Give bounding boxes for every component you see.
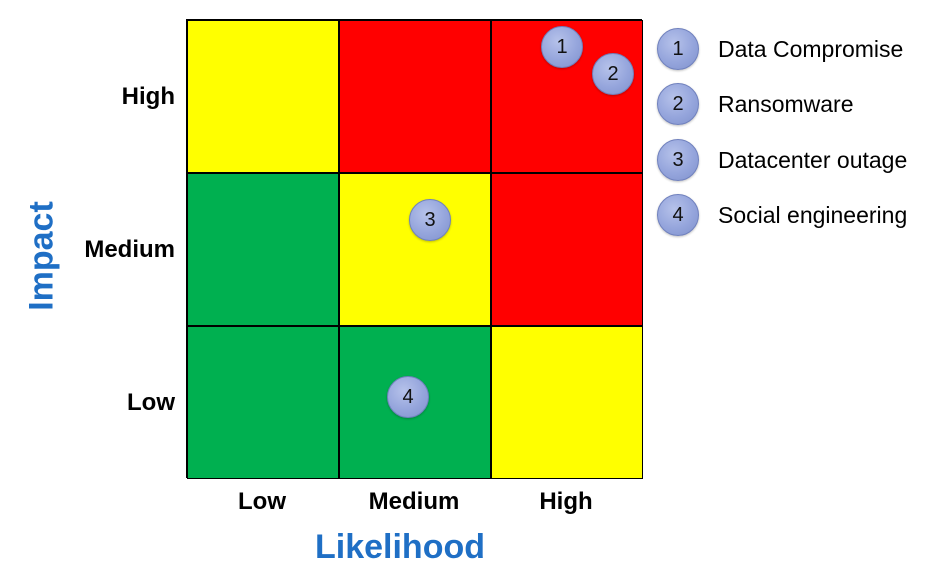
- risk-marker-2: 2: [592, 53, 634, 95]
- legend-marker-1: 1: [657, 28, 699, 70]
- cell-high-low: [187, 20, 339, 173]
- legend-label-ransomware: Ransomware: [718, 91, 854, 117]
- legend-label-social-engineering: Social engineering: [718, 202, 908, 228]
- cell-medium-high: [491, 173, 643, 326]
- cell-medium-medium: [339, 173, 491, 326]
- risk-marker-1: 1: [541, 26, 583, 68]
- cell-low-low: [187, 326, 339, 479]
- col-label-medium: Medium: [368, 488, 460, 515]
- legend-marker-4: 4: [657, 194, 699, 236]
- risk-marker-4: 4: [387, 376, 429, 418]
- col-label-high: High: [539, 488, 593, 515]
- cell-low-high: [491, 326, 643, 479]
- row-label-medium: Medium: [84, 236, 175, 263]
- cell-high-medium: [339, 20, 491, 173]
- risk-marker-3: 3: [409, 199, 451, 241]
- row-label-low: Low: [127, 389, 175, 416]
- legend-marker-2: 2: [657, 83, 699, 125]
- cell-medium-low: [187, 173, 339, 326]
- x-axis-title: Likelihood: [315, 528, 485, 566]
- row-label-high: High: [121, 83, 175, 110]
- y-axis-title: Impact: [22, 201, 61, 311]
- col-label-low: Low: [238, 488, 286, 515]
- legend-marker-3: 3: [657, 139, 699, 181]
- legend-label-datacenter-outage: Datacenter outage: [718, 147, 908, 173]
- legend-label-data-compromise: Data Compromise: [718, 36, 904, 62]
